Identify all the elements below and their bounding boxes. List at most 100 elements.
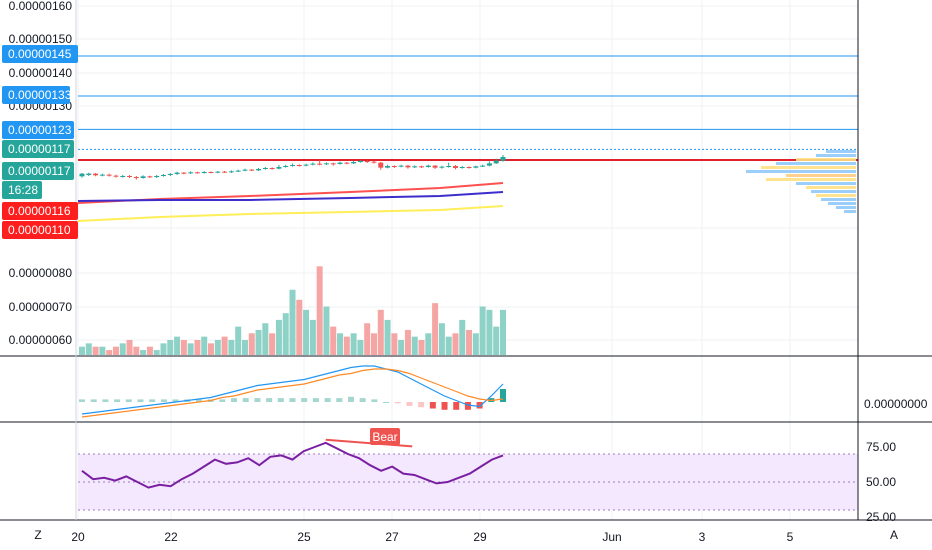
candle-body-43	[371, 161, 377, 163]
macd-histogram-bar-27	[394, 402, 401, 404]
profile-bar-7	[766, 178, 856, 181]
macd-histogram-bar-20	[312, 398, 319, 402]
macd-histogram-bar-26	[383, 402, 390, 403]
volume-bar-10	[146, 346, 153, 355]
macd-histogram-bar-4	[125, 399, 132, 402]
grid-lines	[77, 0, 858, 520]
macd-histogram-bar-5	[137, 399, 144, 402]
volume-bar-38	[337, 333, 344, 355]
volume-bar-43	[370, 333, 377, 355]
bear-divergence-line	[325, 438, 413, 448]
volume-bar-54	[445, 336, 452, 355]
profile-bar-6	[786, 174, 856, 177]
macd-histogram-bar-13	[231, 398, 238, 402]
volume-bar-2	[92, 346, 99, 355]
candle-body-51	[425, 165, 431, 167]
macd-histogram-bar-31	[441, 402, 448, 410]
profile-bar-1	[816, 154, 856, 157]
candle-body-50	[419, 166, 425, 168]
profile-bar-4	[761, 166, 856, 169]
volume-bar-57	[466, 329, 473, 355]
candle-body-62	[500, 156, 506, 161]
volume-bar-61	[493, 326, 500, 355]
macd-histogram-bar-28	[406, 402, 413, 406]
volume-tick-0: 0.00000080	[9, 266, 73, 280]
profile-bar-3	[776, 162, 856, 165]
macd-histogram-bar-0	[79, 399, 85, 402]
rsi-tick-2: 25.00	[866, 510, 896, 524]
volume-bar-24	[241, 340, 248, 355]
volume-bar-32	[296, 299, 303, 355]
candle-body-14	[174, 172, 180, 174]
price-badge-label-3: 0.00000117	[8, 142, 71, 156]
price-badges: 0.00000145 0.00000133 0.00000123 0.00000117…	[2, 45, 78, 239]
bear-label-box	[370, 428, 400, 445]
price-badge-2	[2, 121, 74, 139]
candle-body-12	[160, 174, 166, 176]
candlesticks	[79, 154, 506, 180]
time-tick-5: Jun	[602, 530, 621, 544]
volume-bar-62	[500, 309, 506, 355]
candle-body-31	[290, 164, 295, 166]
candle-body-41	[357, 160, 363, 162]
candle-body-13	[167, 173, 173, 175]
time-axis-labels: 20 22 25 27 29 Jun 3 5	[71, 530, 793, 544]
price-badge-label-1: 0.00000133	[8, 88, 72, 102]
volume-bar-41	[357, 340, 364, 355]
auto-scale-button[interactable]: A	[889, 528, 898, 542]
volume-bar-39	[343, 336, 350, 355]
time-tick-4: 29	[473, 530, 487, 544]
macd-histogram-bar-3	[114, 399, 121, 402]
horizontal-levels	[78, 55, 858, 161]
volume-bar-29	[275, 319, 282, 355]
candle-body-42	[364, 160, 370, 162]
candle-body-5	[113, 175, 119, 177]
candle-body-45	[385, 165, 391, 168]
volume-bar-59	[479, 306, 486, 355]
macd-histogram-bar-2	[102, 399, 109, 402]
volume-bar-17	[194, 340, 201, 355]
time-tick-7: 5	[787, 530, 794, 544]
time-tick-6: 3	[699, 530, 706, 544]
profile-bar-10	[811, 190, 856, 193]
candle-body-36	[323, 163, 329, 165]
zoom-left-button[interactable]: Z	[34, 528, 42, 542]
volume-bar-48	[404, 329, 411, 355]
candle-body-30	[283, 165, 289, 167]
moving-average-2	[77, 205, 504, 222]
volume-bar-34	[309, 319, 316, 355]
pane-frames	[0, 0, 932, 521]
bear-label: Bear	[372, 430, 397, 444]
volume-profile	[746, 150, 856, 213]
volume-bar-19	[208, 343, 215, 355]
candle-body-53	[439, 166, 445, 168]
candle-body-21	[222, 171, 228, 173]
price-badge-label-4: 0.00000117	[8, 164, 71, 178]
volume-bar-25	[248, 333, 255, 355]
price-badge-3	[2, 140, 74, 158]
candle-body-49	[412, 166, 418, 168]
candle-body-61	[493, 160, 499, 164]
price-badge-6	[2, 202, 78, 220]
candle-body-38	[337, 162, 343, 164]
volume-bar-27	[262, 323, 269, 355]
time-tick-3: 27	[385, 530, 399, 544]
macd-axis-label: 0.00000000	[864, 397, 928, 411]
price-badge-label-5: 16:28	[8, 183, 38, 197]
volume-bar-28	[269, 333, 276, 355]
candle-body-20	[215, 171, 221, 173]
candle-body-6	[120, 175, 126, 177]
volume-bar-55	[452, 333, 459, 355]
macd-histogram-bar-17	[277, 398, 284, 402]
candle-body-22	[228, 171, 234, 173]
volume-bar-3	[99, 346, 106, 355]
volume-bar-52	[432, 303, 439, 355]
volume-bar-53	[438, 323, 445, 355]
candle-body-39	[344, 162, 350, 164]
volume-bars	[79, 266, 506, 355]
profile-bar-5	[746, 170, 856, 173]
candle-body-40	[351, 161, 357, 164]
volume-bar-44	[377, 309, 384, 355]
volume-bar-12	[160, 343, 167, 355]
